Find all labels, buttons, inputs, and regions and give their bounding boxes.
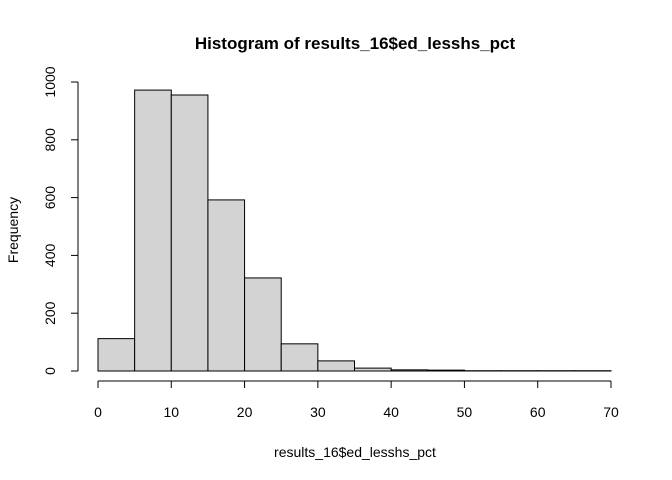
histogram-bar [244, 277, 282, 372]
x-tick-label: 30 [310, 404, 326, 420]
x-tick-label: 60 [530, 404, 546, 420]
y-tick-label: 200 [42, 301, 58, 325]
y-axis-label: Frequency [5, 197, 21, 263]
y-tick-label: 600 [42, 186, 58, 210]
x-tick-label: 20 [237, 404, 253, 420]
y-tick-label: 800 [42, 128, 58, 152]
histogram-bar [97, 338, 136, 372]
bars-group [97, 89, 612, 372]
x-tick-label: 40 [383, 404, 399, 420]
y-tick-label: 1000 [42, 66, 58, 97]
x-tick-label: 50 [457, 404, 473, 420]
y-tick-label: 400 [42, 244, 58, 268]
histogram-bar [427, 369, 465, 372]
chart-title: Histogram of results_16$ed_lesshs_pct [195, 34, 516, 53]
x-axis: 0 10 20 30 40 50 60 70 [94, 380, 619, 420]
y-axis: 0 200 400 600 800 1000 [42, 66, 79, 375]
x-tick-label: 10 [163, 404, 179, 420]
x-tick-label: 70 [603, 404, 619, 420]
x-axis-label: results_16$ed_lesshs_pct [274, 444, 436, 460]
histogram-bar [134, 89, 172, 372]
histogram-bar [170, 94, 209, 372]
histogram-bar [390, 369, 429, 372]
histogram-bar [317, 360, 356, 372]
histogram-bar [354, 367, 392, 372]
x-tick-label: 0 [94, 404, 102, 420]
histogram-bar [207, 199, 246, 372]
histogram-bar [280, 343, 319, 372]
y-tick-label: 0 [42, 367, 58, 375]
